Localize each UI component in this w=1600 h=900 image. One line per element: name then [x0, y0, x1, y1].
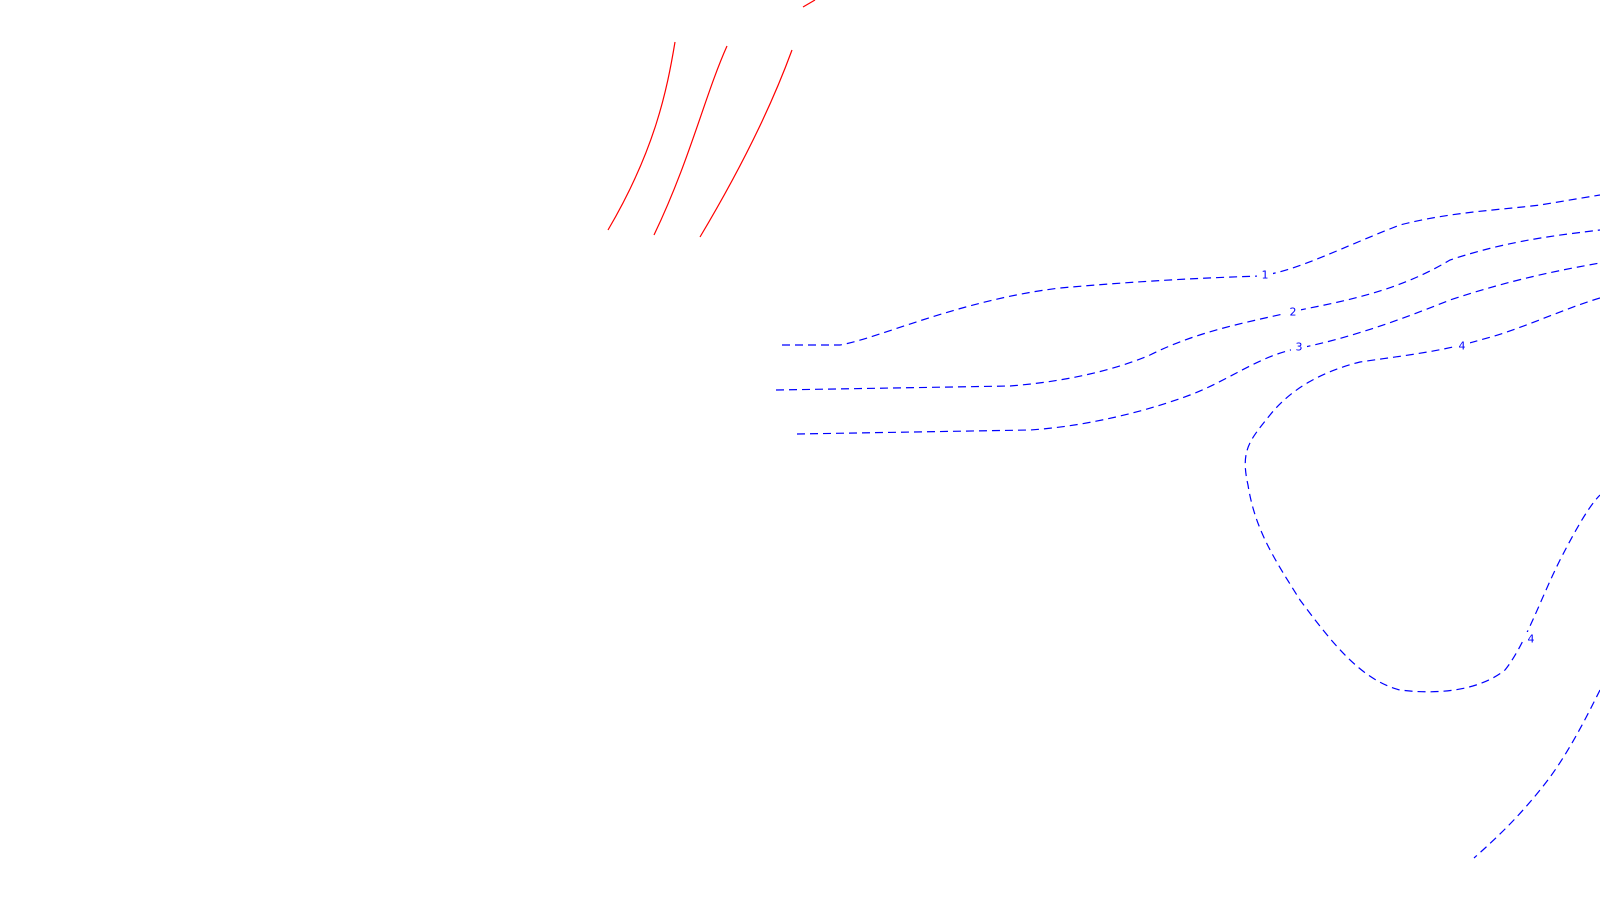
contour-line-4-lower [1473, 689, 1600, 859]
contour-label-4-upper-bg [1454, 339, 1470, 353]
contour-label-4-upper: 4 [1459, 340, 1466, 353]
contour-label-2-bg [1285, 305, 1301, 319]
contour-line-1 [782, 194, 1600, 346]
contour-line-3 [796, 262, 1600, 435]
contour-line-4-upper [1244, 297, 1600, 693]
contour-label-4-lower: 4 [1528, 633, 1535, 646]
contour-label-1: 1 [1262, 269, 1269, 282]
contour-label-3-bg [1291, 340, 1307, 354]
contour-label-2: 2 [1290, 306, 1297, 319]
contour-line-2 [775, 229, 1600, 391]
contour-label-3: 3 [1296, 341, 1303, 354]
red-line-4 [802, 0, 816, 8]
red-line-2 [653, 45, 728, 236]
contour-label-4-lower-bg [1523, 632, 1539, 646]
red-line-3 [699, 49, 793, 238]
contour-label-1-bg [1257, 268, 1273, 282]
red-line-1 [607, 41, 676, 231]
